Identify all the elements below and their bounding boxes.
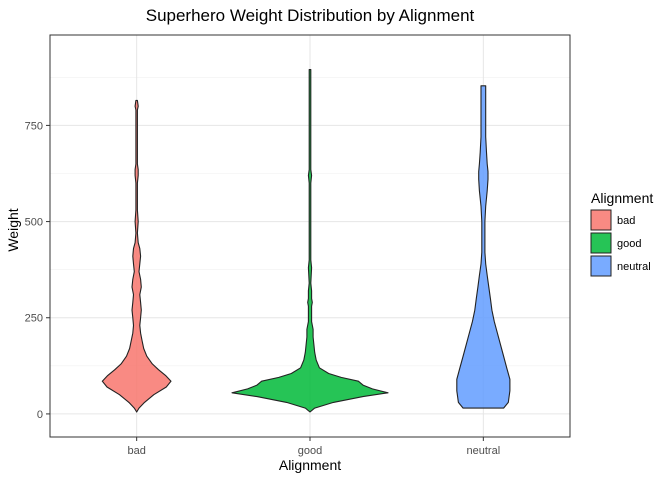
y-tick-label: 500	[25, 217, 43, 229]
x-tick-label-good: good	[298, 445, 322, 457]
chart-title: Superhero Weight Distribution by Alignme…	[146, 6, 475, 25]
x-axis-title: Alignment	[279, 457, 341, 473]
legend-key-bad	[590, 209, 612, 231]
legend-title: Alignment	[591, 190, 653, 206]
legend-label-good: good	[617, 238, 641, 250]
x-tick-label-neutral: neutral	[467, 445, 501, 457]
y-tick-label: 0	[37, 409, 43, 421]
legend-label-neutral: neutral	[617, 261, 651, 273]
y-axis-title: Weight	[5, 208, 21, 251]
violin-bad	[101, 99, 172, 413]
y-tick-label: 250	[25, 313, 43, 325]
x-axis: bad good neutral	[127, 437, 500, 457]
legend-key-good	[590, 232, 612, 254]
violins	[101, 69, 511, 413]
y-axis: 0 250 500 750	[25, 120, 50, 421]
violin-good	[231, 69, 389, 413]
violin-neutral	[456, 85, 511, 409]
plot-area	[49, 34, 571, 438]
legend: Alignment bad good neutral	[590, 190, 653, 277]
y-tick-label: 750	[25, 120, 43, 132]
legend-key-neutral	[590, 255, 612, 277]
x-tick-label-bad: bad	[127, 445, 145, 457]
legend-label-bad: bad	[617, 215, 635, 227]
